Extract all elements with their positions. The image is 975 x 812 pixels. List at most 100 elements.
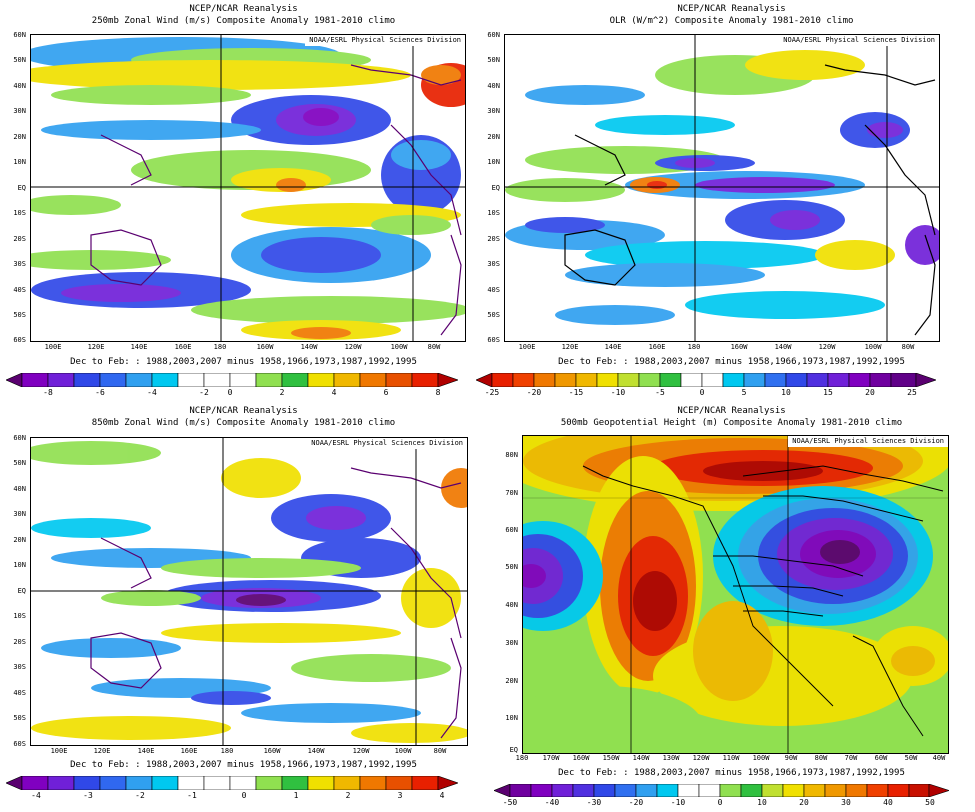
lon-label: 120E — [93, 747, 111, 755]
colorbar-label: 4 — [439, 791, 445, 800]
colorbar-label: -2 — [135, 791, 145, 800]
panel-500mb-geopotential-height: NCEP/NCAR Reanalysis 500mb Geopotential … — [488, 406, 975, 812]
lat-label: 30N — [487, 107, 500, 115]
lat-label: 40N — [487, 82, 500, 90]
colorbar-label: 20 — [865, 388, 875, 397]
colorbar-label: 25 — [907, 388, 917, 397]
lat-label: 60S — [13, 336, 26, 344]
colorbar-label: -50 — [502, 798, 518, 807]
lat-label: 50S — [487, 311, 500, 319]
colorbar-label: -10 — [670, 798, 686, 807]
panel-850mb-zonal-wind: NCEP/NCAR Reanalysis 850mb Zonal Wind (m… — [0, 406, 487, 812]
lon-label: 80W — [814, 754, 828, 762]
lon-label: 180 — [687, 343, 701, 351]
lon-label: 100W — [394, 747, 412, 755]
lon-label: 140E — [604, 343, 622, 351]
lat-label: 30N — [505, 639, 518, 647]
colorbar-label: 4 — [331, 388, 337, 397]
lon-label: 130W — [662, 754, 680, 762]
lat-label: 50N — [13, 459, 26, 467]
lat-label: 60N — [505, 526, 518, 534]
colorbar-label: 10 — [781, 388, 791, 397]
panel-olr: NCEP/NCAR Reanalysis OLR (W/m^2) Composi… — [476, 0, 975, 406]
lon-label: 80W — [901, 343, 915, 351]
lon-label: 100E — [50, 747, 68, 755]
panel-subtitle: OLR (W/m^2) Composite Anomaly 1981-2010 … — [609, 16, 854, 26]
credit-label: NOAA/ESRL Physical Sciences Division — [788, 436, 948, 447]
lon-label: 140W — [307, 747, 325, 755]
colorbar-label: 6 — [383, 388, 389, 397]
colorbar-label: -15 — [568, 388, 584, 397]
credit-label: NOAA/ESRL Physical Sciences Division — [779, 35, 939, 46]
composite-caption: Dec to Feb: : 1988,2003,2007 minus 1958,… — [558, 768, 905, 778]
lat-label: 20N — [505, 677, 518, 685]
colorbar-label: -10 — [610, 388, 626, 397]
lon-label: 120E — [561, 343, 579, 351]
colorbar-label: -5 — [655, 388, 665, 397]
lat-label: 40N — [13, 82, 26, 90]
lat-label: 10N — [487, 158, 500, 166]
lat-label: EQ — [509, 746, 518, 754]
lon-label: 140W — [774, 343, 792, 351]
colorbar-label: -3 — [83, 791, 93, 800]
lon-label: 180 — [220, 747, 234, 755]
lat-label: 20N — [13, 536, 26, 544]
anomaly-map: NOAA/ESRL Physical Sciences Division — [504, 34, 940, 342]
lat-label: 20S — [13, 235, 26, 243]
credit-label: NOAA/ESRL Physical Sciences Division — [307, 438, 467, 449]
colorbar-label: 5 — [741, 388, 747, 397]
colorbar-label: 40 — [883, 798, 893, 807]
colorbar-label: -20 — [526, 388, 542, 397]
lat-label: 30S — [487, 260, 500, 268]
lon-label: 60W — [874, 754, 888, 762]
lat-label: 10N — [13, 158, 26, 166]
colorbar: -8 -6 -4 -2 0 2 4 6 8 — [6, 373, 458, 403]
lat-label: EQ — [491, 184, 500, 192]
lat-label: 10N — [505, 714, 518, 722]
lat-label: 40N — [13, 485, 26, 493]
lon-label: 70W — [844, 754, 858, 762]
panel-subtitle: 500mb Geopotential Height (m) Composite … — [560, 418, 903, 428]
panel-title: NCEP/NCAR Reanalysis — [677, 4, 786, 14]
colorbar: -25 -20 -15 -10 -5 0 5 10 15 20 25 — [476, 373, 936, 403]
colorbar-label: -25 — [484, 388, 500, 397]
lat-label: 70N — [505, 489, 518, 497]
lon-label: 120W — [692, 754, 710, 762]
lon-label: 150W — [602, 754, 620, 762]
colorbar-label: -4 — [31, 791, 41, 800]
lon-label: 140W — [300, 343, 318, 351]
panel-title: NCEP/NCAR Reanalysis — [189, 4, 298, 14]
lon-label: 120W — [352, 747, 370, 755]
lat-label: 80N — [505, 451, 518, 459]
colorbar-label: -6 — [95, 388, 105, 397]
lat-label: 10S — [13, 612, 26, 620]
colorbar-label: 0 — [227, 388, 233, 397]
composite-caption: Dec to Feb: : 1988,2003,2007 minus 1958,… — [70, 760, 417, 770]
colorbar-label: 0 — [699, 388, 705, 397]
lon-label: 120W — [818, 343, 836, 351]
lon-label: 140W — [632, 754, 650, 762]
credit-label: NOAA/ESRL Physical Sciences Division — [305, 35, 465, 46]
composite-caption: Dec to Feb: : 1988,2003,2007 minus 1958,… — [558, 357, 905, 367]
colorbar-label: 10 — [757, 798, 767, 807]
panel-subtitle: 850mb Zonal Wind (m/s) Composite Anomaly… — [91, 418, 396, 428]
colorbar-label: -30 — [586, 798, 602, 807]
colorbar-label: 20 — [799, 798, 809, 807]
lon-label: 50W — [904, 754, 918, 762]
lat-label: 40S — [13, 689, 26, 697]
lat-label: 50N — [505, 563, 518, 571]
lat-label: 30S — [13, 663, 26, 671]
lon-label: 140E — [137, 747, 155, 755]
lat-label: 10N — [13, 561, 26, 569]
colorbar: -4 -3 -2 -1 0 1 2 3 4 — [6, 776, 458, 806]
colorbar-label: -2 — [199, 388, 209, 397]
lat-label: 10S — [487, 209, 500, 217]
lat-label: 50S — [13, 311, 26, 319]
colorbar-label: -1 — [187, 791, 197, 800]
lon-label: 100E — [44, 343, 62, 351]
composite-caption: Dec to Feb: : 1988,2003,2007 minus 1958,… — [70, 357, 417, 367]
colorbar-label: 15 — [823, 388, 833, 397]
lat-label: 60N — [13, 31, 26, 39]
lat-label: 30N — [13, 510, 26, 518]
lat-label: 50N — [13, 56, 26, 64]
